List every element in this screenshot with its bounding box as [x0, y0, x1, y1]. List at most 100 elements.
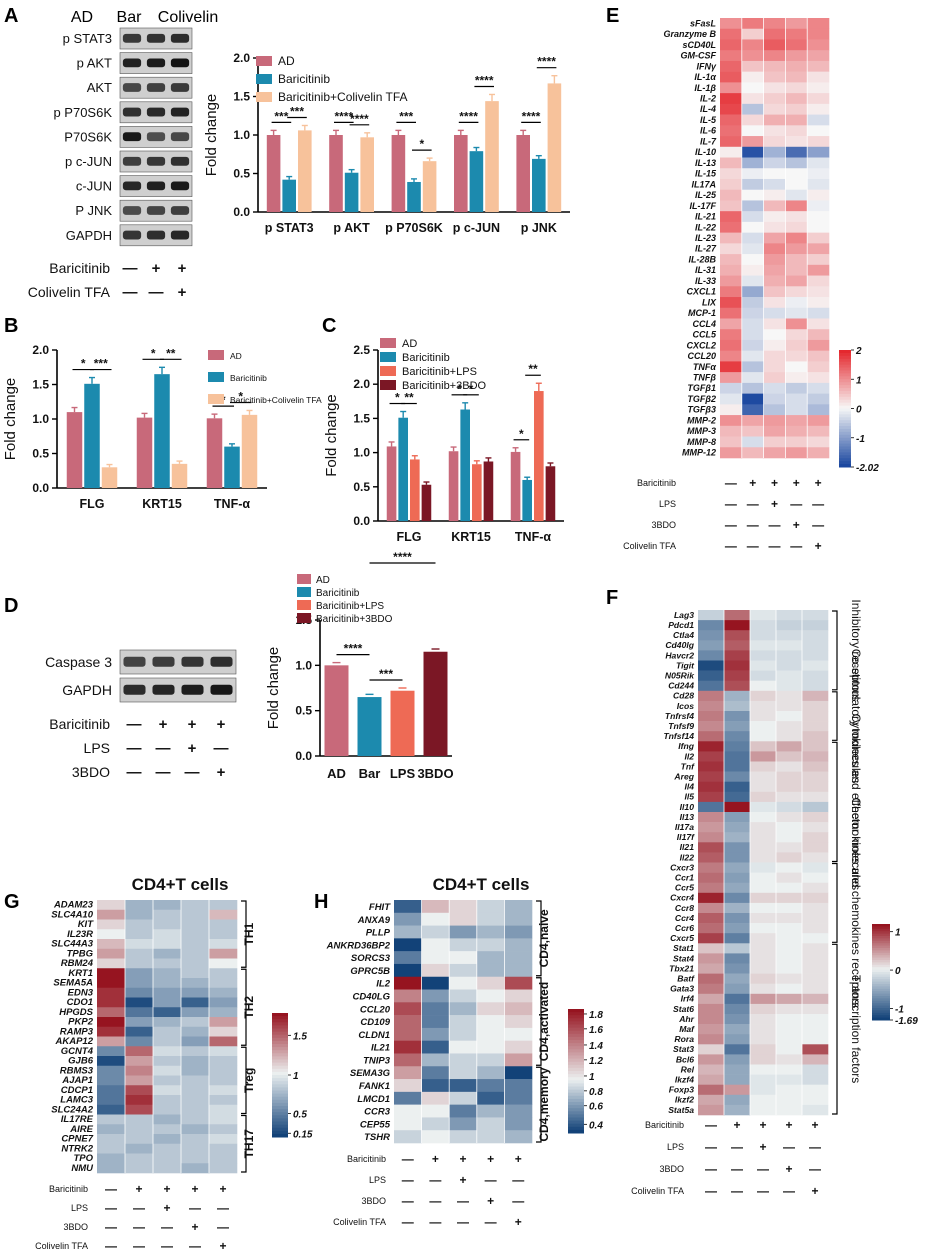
blot-p-c-jun-band	[170, 156, 190, 166]
heatmap-row-label: SLC24A2	[51, 1104, 93, 1115]
treatment-sign: —	[725, 476, 737, 490]
heatmap-cell-tnf	[720, 372, 743, 384]
heatmap-row-label: Cd244	[668, 681, 694, 691]
heatmap-cell-cxcr3	[776, 862, 803, 873]
heatmap-cell-foxp3	[802, 1084, 829, 1096]
heatmap-cell-il23r	[153, 929, 182, 940]
bar-3bdo	[423, 651, 448, 756]
heatmap-cell-ajap1	[125, 1075, 154, 1086]
treatment-sign: +	[163, 1182, 170, 1196]
heatmap-cell-cxcl1	[785, 286, 808, 298]
heatmap-cell-il10	[724, 801, 751, 813]
heatmap-cell-cdcp1	[181, 1085, 210, 1096]
colorbar-step	[872, 957, 890, 961]
blot-header-colivelin: Colivelin	[158, 9, 218, 26]
heatmap-row-label: CCR3	[364, 1107, 391, 1118]
heatmap-row-label: FHIT	[369, 902, 391, 913]
heatmap-cell-rbm24	[97, 958, 126, 969]
treatment-sign: —	[747, 539, 759, 553]
heatmap-row-label: Cd28	[673, 691, 694, 701]
heatmap-cell-areg	[750, 771, 777, 782]
treatment-sign: +	[793, 476, 800, 490]
heatmap-row-label: Cxcr3	[670, 862, 694, 872]
heatmap-cell-tpbg	[209, 948, 238, 959]
heatmap-cell-il-21	[720, 211, 743, 223]
colorbar-step	[839, 355, 851, 360]
heatmap-row-label: Stat6	[673, 1004, 694, 1014]
heatmap-cell-il10	[802, 801, 829, 813]
legend-swatch	[208, 372, 224, 382]
heatmap-cell-tnf	[785, 372, 808, 384]
heatmap-cell-il-27	[741, 243, 764, 255]
heatmap-cell-cxcl1	[807, 286, 830, 298]
heatmap-cell-cpne7	[181, 1134, 210, 1145]
heatmap-row-label: Areg	[673, 771, 694, 781]
heatmap-row-label: Il17f	[677, 832, 695, 842]
heatmap-row-label: AKAP12	[55, 1036, 94, 1047]
treatment-name: LPS	[659, 499, 676, 509]
heatmap-cell-ikzf4	[776, 1074, 803, 1085]
heatmap-cell-lamc3	[125, 1095, 154, 1106]
treatment-sign: +	[733, 1118, 740, 1132]
heatmap-cell-il23r	[97, 929, 126, 940]
y-tick-label: 2.0	[233, 51, 250, 65]
treatment-sign: —	[457, 1215, 469, 1229]
panel-a-bar-chart: 0.0 0.5 1.0 1.5 2.0 Fold change p STAT3 p AKT p …	[203, 51, 570, 235]
heatmap-cell-ccr4	[802, 913, 829, 924]
heatmap-cell-sorcs3	[421, 951, 450, 965]
colorbar-step	[272, 1040, 288, 1045]
heatmap-cell-rel	[776, 1064, 803, 1075]
group-bracket	[241, 968, 247, 1046]
heatmap-cell-mmp-8	[763, 436, 786, 448]
heatmap-cell-stat4	[750, 953, 777, 964]
colorbar-tick-label: 0.8	[589, 1087, 603, 1098]
significance-label: **	[528, 362, 538, 376]
heatmap-cell-lmcd1	[449, 1091, 478, 1105]
colorbar-step	[839, 431, 851, 436]
heatmap-cell-cd40lg	[750, 640, 777, 651]
colorbar-step	[568, 1117, 584, 1122]
colorbar-step	[839, 364, 851, 369]
colorbar-step	[839, 367, 851, 371]
treatment-name: Baricitinib	[49, 716, 110, 732]
blot-p-stat3-band	[170, 33, 190, 43]
heatmap-cell-cd109	[421, 1015, 450, 1029]
colorbar-step	[872, 1015, 890, 1019]
heatmap-cell-stat5a	[724, 1104, 751, 1116]
heatmap-cell-cd40lg	[698, 640, 725, 651]
heatmap-cell-ccr6	[750, 923, 777, 934]
heatmap-cell-ccr8	[776, 902, 803, 914]
heatmap-cell-ntrk2	[153, 1143, 182, 1154]
heatmap-cell-tshr	[421, 1130, 450, 1144]
heatmap-cell-il23r	[181, 929, 210, 940]
bar-baricitinib-colivelin-tfa-p-jnk	[547, 83, 562, 212]
bar-baricitinib-lps-flg	[410, 459, 420, 521]
heatmap-row-label: TNFβ	[693, 373, 716, 383]
x-tick-label: TNF-α	[515, 530, 551, 544]
heatmap-cell-tigit	[802, 660, 829, 671]
colorbar-step	[272, 1115, 288, 1119]
significance-label: *	[419, 137, 424, 151]
heatmap-cell-bcl6	[750, 1054, 777, 1065]
heatmap-cell-il17f	[698, 832, 725, 843]
colorbar-step	[872, 924, 890, 927]
heatmap-cell-rora	[802, 1034, 829, 1045]
heatmap-cell-lag3	[750, 610, 777, 621]
treatment-sign: —	[769, 539, 781, 553]
heatmap-cell-il-1	[720, 82, 743, 94]
heatmap-cell-ccr1	[802, 872, 829, 883]
blot-p-p70s6k-band	[146, 107, 166, 117]
heatmap-cell-anxa9	[504, 912, 533, 926]
heatmap-cell-sema5a	[97, 978, 126, 989]
colorbar-step	[872, 950, 890, 954]
heatmap-row-label: IL17RE	[61, 1114, 94, 1125]
heatmap-cell-il-1	[763, 82, 786, 94]
colorbar-step	[568, 1018, 584, 1022]
colorbar-tick-label: 1	[895, 928, 901, 939]
heatmap-cell-mmp-3	[807, 425, 830, 437]
treatment-sign: —	[402, 1173, 414, 1187]
blot-gapdh-band	[122, 230, 142, 240]
heatmap-cell-tgf-3	[741, 404, 764, 416]
treatment-sign: —	[783, 1140, 795, 1154]
colorbar-step	[839, 461, 851, 465]
